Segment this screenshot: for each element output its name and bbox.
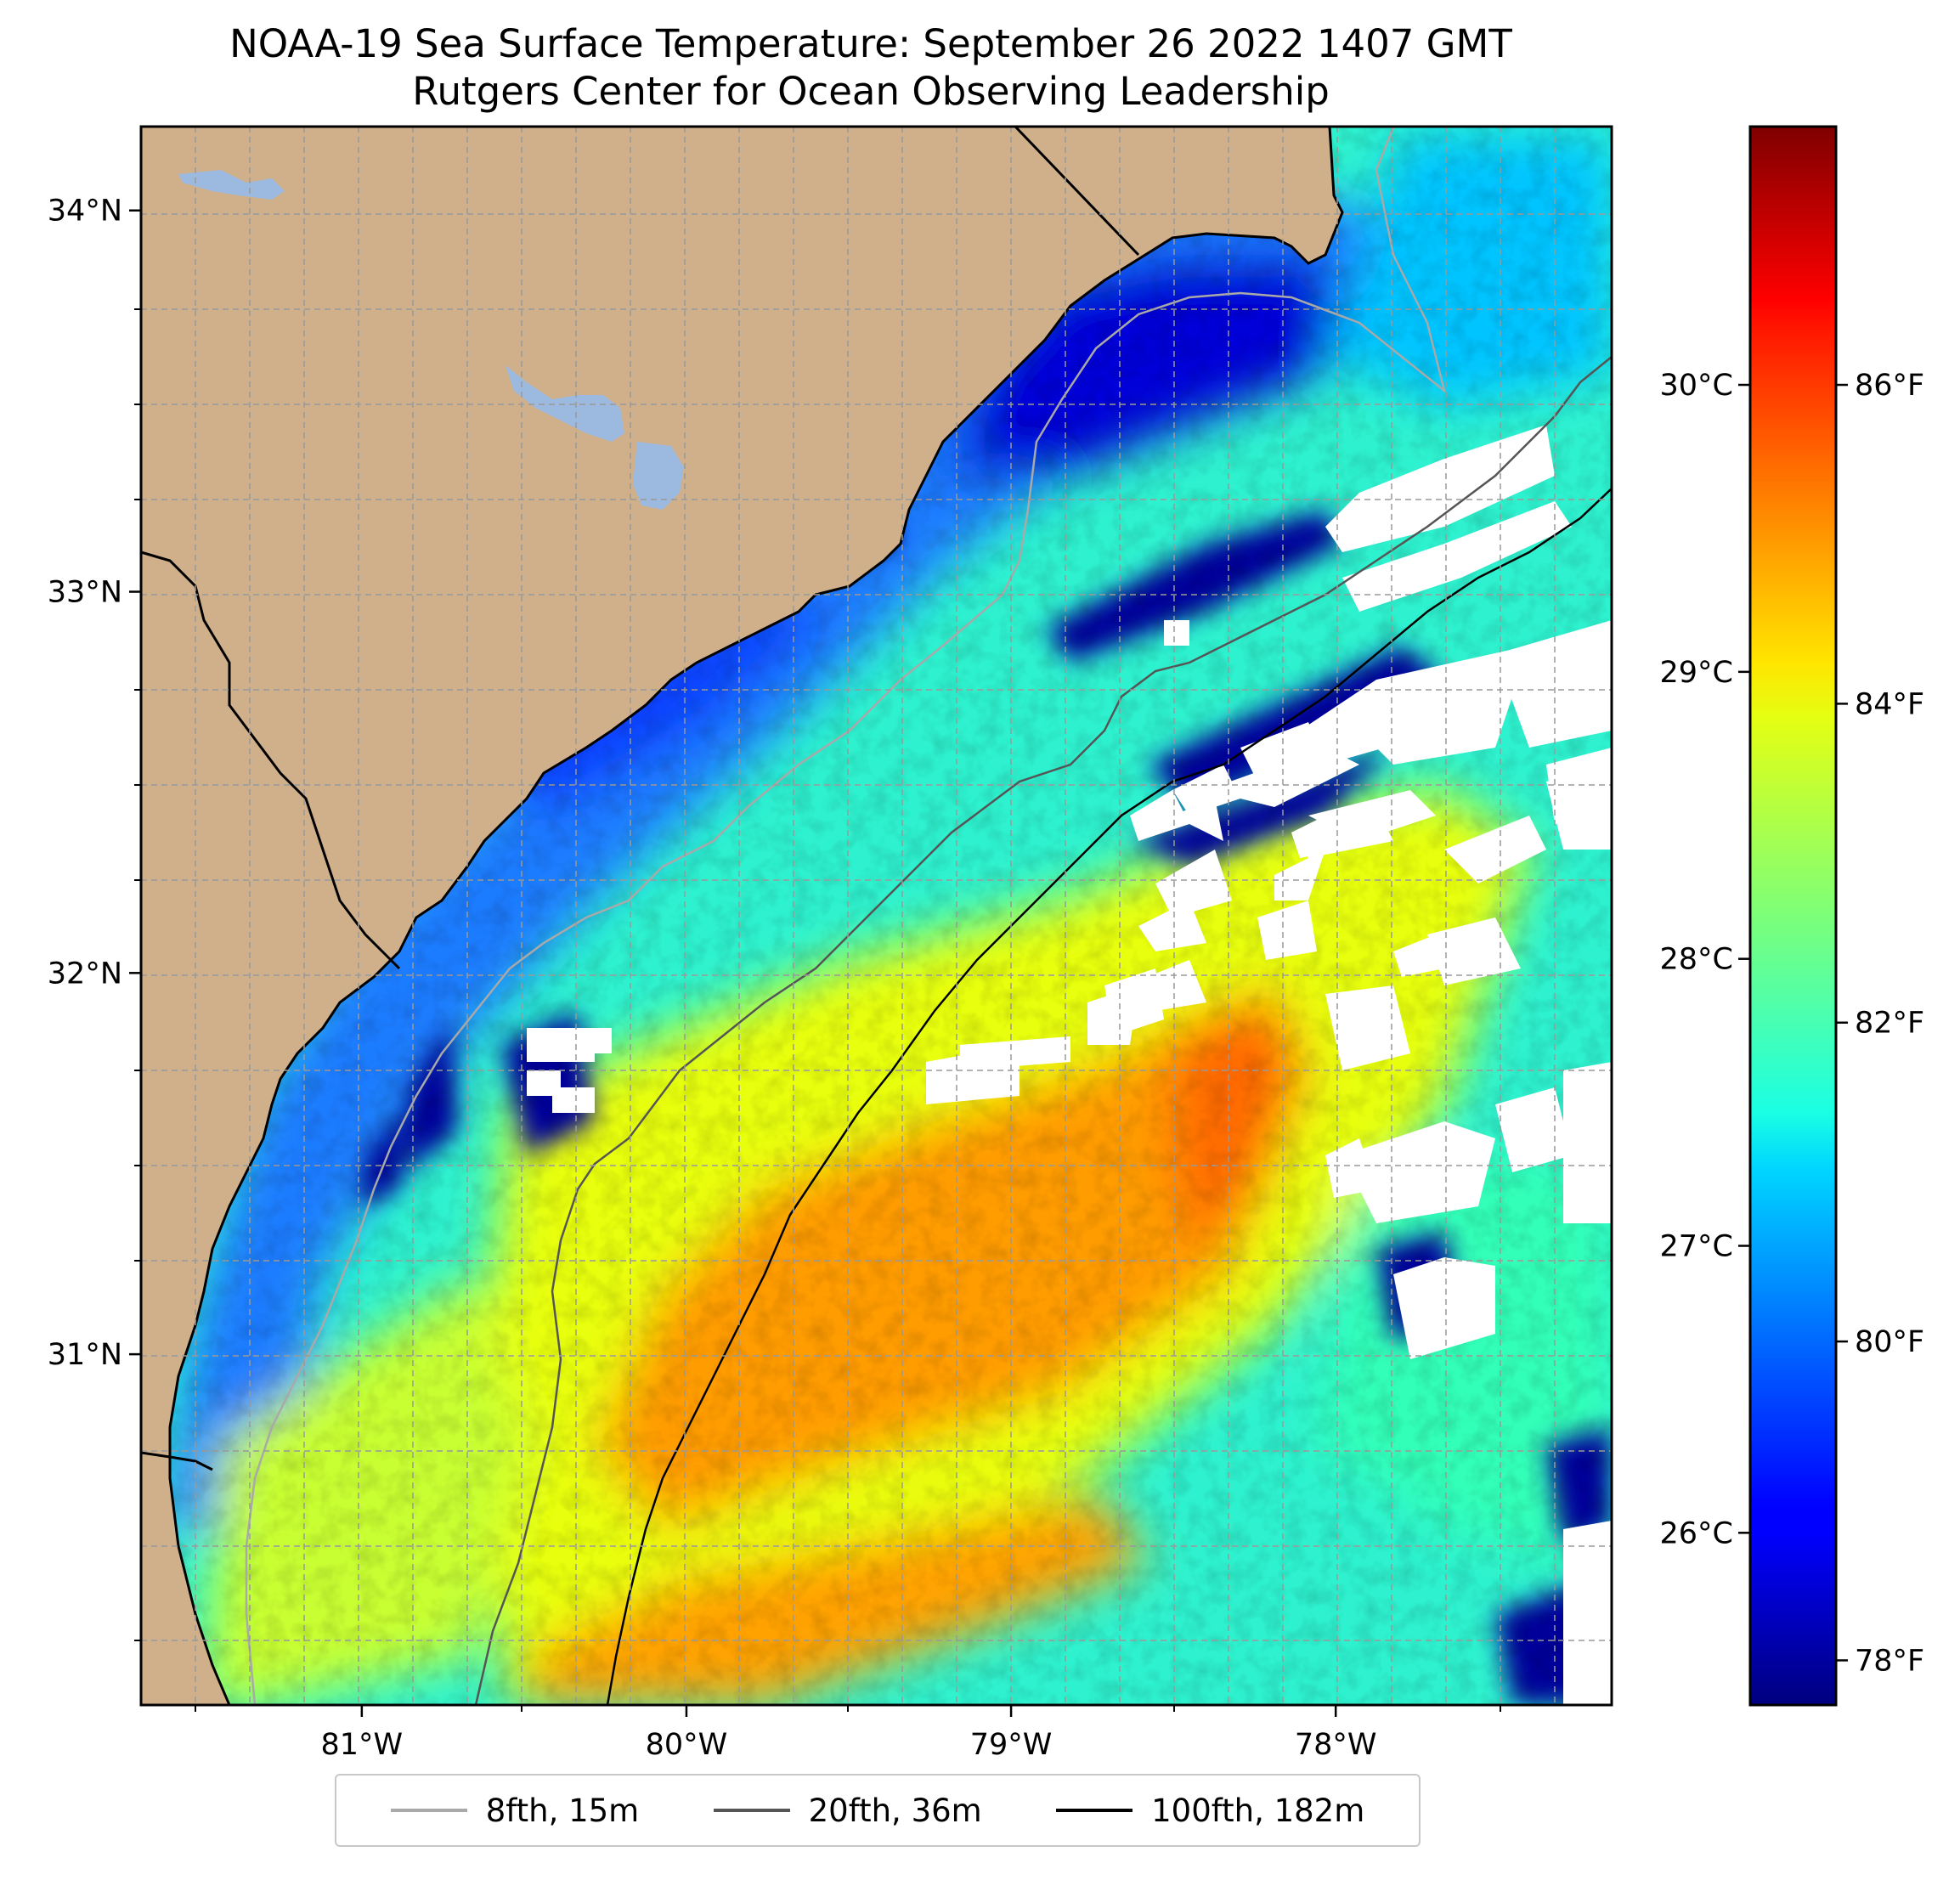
- longitude-tick-label: 81°W: [321, 1728, 404, 1762]
- legend-item-20fth: 20fth, 36m: [713, 1792, 982, 1829]
- legend-swatch-8fth: [390, 1809, 467, 1812]
- colorbar-celsius-ticks: 26°C 27°C 28°C 29°C 30°C: [1660, 369, 1750, 1550]
- longitude-tick-label: 79°W: [970, 1728, 1053, 1762]
- map-subtitle: Rutgers Center for Ocean Observing Leade…: [412, 69, 1330, 114]
- state-borders: [141, 127, 1140, 1471]
- colorbar-gradient: [1748, 125, 1838, 1707]
- legend-label-20fth: 20fth, 36m: [808, 1792, 982, 1829]
- colorbar-celsius-tick-label: 27°C: [1660, 1229, 1733, 1263]
- map-area: [141, 127, 1612, 1705]
- isobath-legend: 8fth, 15m 20fth, 36m 100fth, 182m: [335, 1774, 1421, 1847]
- colorbar-celsius-tick-label: 29°C: [1660, 656, 1733, 690]
- legend-item-100fth: 100fth, 182m: [1056, 1792, 1364, 1829]
- longitude-axis: 81°W 80°W 79°W 78°W: [321, 1705, 1377, 1762]
- colorbar-celsius-tick-label: 26°C: [1660, 1516, 1733, 1550]
- legend-label-100fth: 100fth, 182m: [1151, 1792, 1365, 1829]
- legend-swatch-100fth: [1056, 1809, 1133, 1812]
- legend-label-8fth: 8fth, 15m: [485, 1792, 640, 1829]
- latitude-tick-label: 31°N: [48, 1338, 122, 1372]
- gridlines: [141, 127, 1612, 1705]
- colorbar-fahrenheit-tick-label: 82°F: [1855, 1007, 1924, 1041]
- latitude-axis: 31°N 32°N 33°N 34°N: [48, 195, 141, 1372]
- colorbar-celsius-tick-label: 28°C: [1660, 943, 1733, 977]
- legend-item-8fth: 8fth, 15m: [390, 1792, 640, 1829]
- latitude-tick-label: 34°N: [48, 195, 122, 229]
- isobath-36m: [474, 356, 1612, 1705]
- colorbar: 26°C 27°C 28°C 29°C 30°C 78°F 80°F 82°F 84°F 86°…: [1660, 125, 1924, 1707]
- latitude-tick-label: 33°N: [48, 576, 122, 610]
- colorbar-fahrenheit-ticks: 78°F 80°F 82°F 84°F 86°F: [1836, 369, 1924, 1678]
- isobath-15m: [245, 127, 1447, 1705]
- no-data-clouds: [527, 425, 1612, 1705]
- lakes: [178, 170, 684, 510]
- colorbar-fahrenheit-tick-label: 86°F: [1855, 369, 1924, 403]
- colorbar-fahrenheit-tick-label: 80°F: [1855, 1325, 1924, 1359]
- colorbar-fahrenheit-tick-label: 84°F: [1855, 687, 1924, 721]
- axis-minor-ticks: [134, 308, 1501, 1712]
- colorbar-celsius-tick-label: 30°C: [1660, 369, 1733, 403]
- colorbar-fahrenheit-tick-label: 78°F: [1855, 1644, 1924, 1678]
- land-mass: [141, 127, 1344, 1705]
- map-title: NOAA-19 Sea Surface Temperature: Septemb…: [229, 21, 1512, 66]
- map-frame: [139, 125, 1613, 1707]
- legend-swatch-20fth: [713, 1809, 790, 1812]
- isobaths: [245, 127, 1612, 1705]
- latitude-tick-label: 32°N: [48, 957, 122, 991]
- longitude-tick-label: 78°W: [1295, 1728, 1377, 1762]
- isobath-182m: [606, 488, 1612, 1705]
- longitude-tick-label: 80°W: [646, 1728, 728, 1762]
